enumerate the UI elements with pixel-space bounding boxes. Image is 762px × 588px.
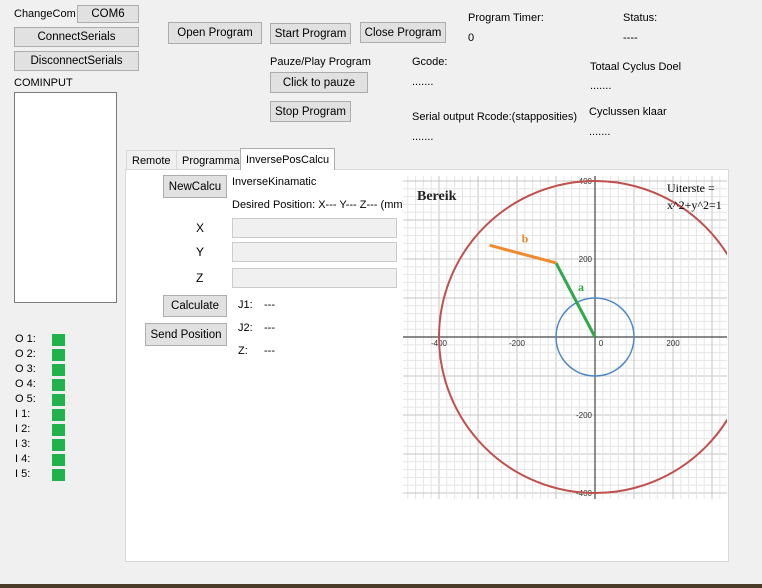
io-led-indicator <box>52 439 65 451</box>
j1-value: --- <box>264 299 275 311</box>
window-bottom-edge <box>0 584 762 588</box>
arm-a-label: a <box>578 280 584 294</box>
connect-serials-button[interactable]: ConnectSerials <box>14 27 139 47</box>
cyclussen-klaar-label: Cyclussen klaar <box>589 106 667 118</box>
io-led-indicator <box>52 409 65 421</box>
new-calcu-button[interactable]: NewCalcu <box>163 175 227 198</box>
gcode-label: Gcode: <box>412 56 448 68</box>
cominput-label: COMINPUT <box>14 77 73 89</box>
x-input[interactable] <box>232 218 397 238</box>
io-led-indicator <box>52 394 65 406</box>
arm-b-label: b <box>522 232 529 246</box>
close-program-button[interactable]: Close Program <box>360 22 446 43</box>
io-label: O 4: <box>15 378 36 390</box>
z-output-value: --- <box>264 345 275 357</box>
io-led-indicator <box>52 469 65 481</box>
inverse-kinematic-label: InverseKinamatic <box>232 176 317 188</box>
j2-value: --- <box>264 322 275 334</box>
io-label: I 2: <box>15 423 31 435</box>
io-led-indicator <box>52 454 65 466</box>
totaal-cyclus-label: Totaal Cyclus Doel <box>590 61 682 73</box>
outer-reach-circle <box>438 180 727 494</box>
program-timer-label: Program Timer: <box>468 12 544 24</box>
io-led-indicator <box>52 364 65 376</box>
io-label: O 2: <box>15 348 36 360</box>
send-position-button[interactable]: Send Position <box>145 323 227 346</box>
pauze-play-label: Pauze/Play Program <box>270 56 371 68</box>
io-label: I 1: <box>15 408 31 420</box>
io-label: I 4: <box>15 453 31 465</box>
arm-a-line <box>554 262 597 338</box>
x-tick-label: 0 <box>599 339 604 348</box>
j1-label: J1: <box>238 299 253 311</box>
io-led-indicator <box>52 424 65 436</box>
program-timer-value: 0 <box>468 32 475 44</box>
status-label: Status: <box>623 12 658 24</box>
tab-inverseposcalcu[interactable]: InversePosCalcu <box>240 148 336 170</box>
serial-output-label: Serial output Rcode:(stapposities) <box>412 111 578 123</box>
io-led-indicator <box>52 349 65 361</box>
serial-output-value: ....... <box>412 131 434 143</box>
pauze-button[interactable]: Click to pauze <box>270 72 368 93</box>
io-label: O 3: <box>15 363 36 375</box>
reach-graph: -400 -200 0 200400200-200-400abBereikUiters… <box>403 176 727 499</box>
io-led-indicator <box>52 334 65 346</box>
io-led-indicator <box>52 379 65 391</box>
start-program-button[interactable]: Start Program <box>270 23 351 44</box>
totaal-cyclus-value: ....... <box>590 80 612 92</box>
cominput-textbox[interactable] <box>14 92 117 303</box>
io-label: I 3: <box>15 438 31 450</box>
graph-note-line1: Uiterste = <box>667 181 715 195</box>
calculate-button[interactable]: Calculate <box>163 295 227 317</box>
arm-b-line <box>489 243 557 265</box>
inner-reach-circle <box>555 297 635 377</box>
z-input[interactable] <box>232 268 397 288</box>
j2-label: J2: <box>238 322 253 334</box>
z-label: Z <box>196 271 204 285</box>
change-com-label: ChangeCom <box>14 8 76 20</box>
y-input[interactable] <box>232 242 397 262</box>
io-label: O 1: <box>15 333 36 345</box>
y-label: Y <box>196 245 205 259</box>
disconnect-serials-button[interactable]: DisconnectSerials <box>14 51 139 71</box>
open-program-button[interactable]: Open Program <box>168 22 262 44</box>
status-value: ---- <box>623 32 638 44</box>
x-label: X <box>196 221 205 235</box>
gcode-value: ....... <box>412 76 434 88</box>
x-tick-label: -200 <box>509 339 526 348</box>
desired-position-label: Desired Position: X--- Y--- Z--- (mm) <box>232 199 407 211</box>
tab-programma[interactable]: Programma <box>176 150 246 170</box>
com-port-button[interactable]: COM6 <box>77 5 139 23</box>
stop-program-button[interactable]: Stop Program <box>270 101 351 122</box>
z-output-label: Z: <box>238 345 248 357</box>
cyclussen-klaar-value: ....... <box>589 126 611 138</box>
y-tick-label: 200 <box>579 255 593 264</box>
graph-title: Bereik <box>417 189 457 204</box>
io-label: I 5: <box>15 468 31 480</box>
x-tick-label: 200 <box>666 339 680 348</box>
io-label: O 5: <box>15 393 36 405</box>
graph-note-line2: x^2+y^2=1 <box>667 198 722 212</box>
tab-remote[interactable]: Remote <box>126 150 177 170</box>
y-tick-label: -200 <box>576 411 593 420</box>
